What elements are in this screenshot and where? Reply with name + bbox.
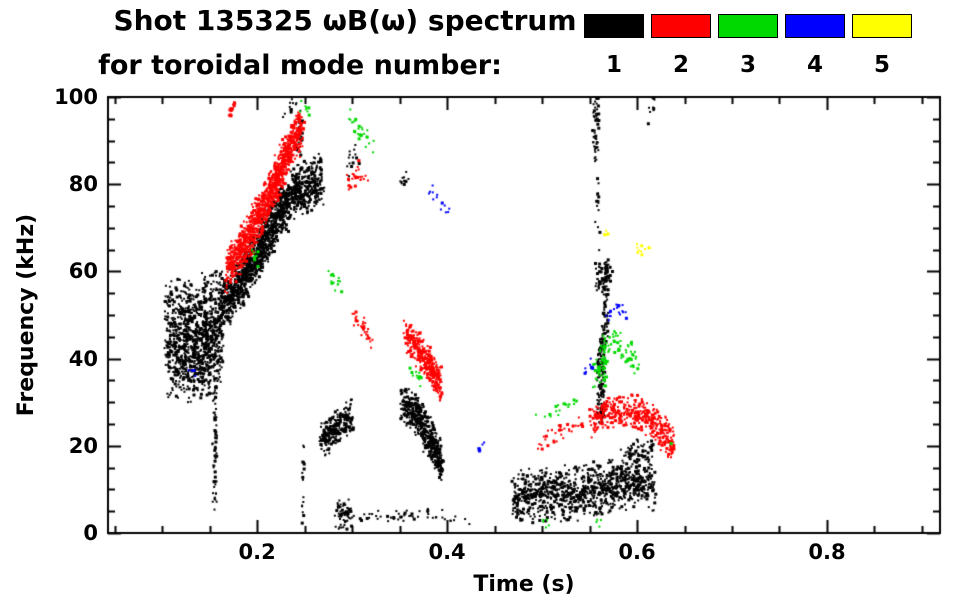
legend-label-n2: 2 (672, 52, 689, 78)
plot-subtitle: for toroidal mode number: (98, 50, 502, 81)
y-tick-label: 0 (83, 521, 98, 545)
legend-swatch-n5 (852, 14, 912, 38)
y-tick-label: 80 (68, 172, 98, 197)
y-tick-label: 100 (54, 85, 98, 109)
y-axis-title: Frequency (kHz) (14, 213, 39, 417)
legend-swatch-n1 (584, 14, 644, 38)
x-tick-label: 0.2 (238, 540, 276, 564)
x-tick-label: 0.6 (618, 540, 656, 564)
legend-label-n5: 5 (873, 52, 890, 78)
y-tick-label: 60 (68, 259, 98, 284)
y-tick-label: 40 (68, 346, 98, 371)
x-tick-label: 0.8 (808, 540, 846, 564)
legend-label-n1: 1 (605, 52, 622, 78)
legend-label-n3: 3 (739, 52, 756, 78)
legend-label-n4: 4 (806, 52, 823, 78)
plot-title: Shot 135325 ωB(ω) spectrum (113, 4, 577, 37)
legend-swatch-n3 (718, 14, 778, 38)
legend-swatch-n2 (651, 14, 711, 38)
y-tick-label: 20 (68, 433, 98, 458)
x-tick-label: 0.4 (428, 540, 466, 564)
legend-swatch-n4 (785, 14, 845, 38)
x-axis-title: Time (s) (473, 572, 575, 597)
